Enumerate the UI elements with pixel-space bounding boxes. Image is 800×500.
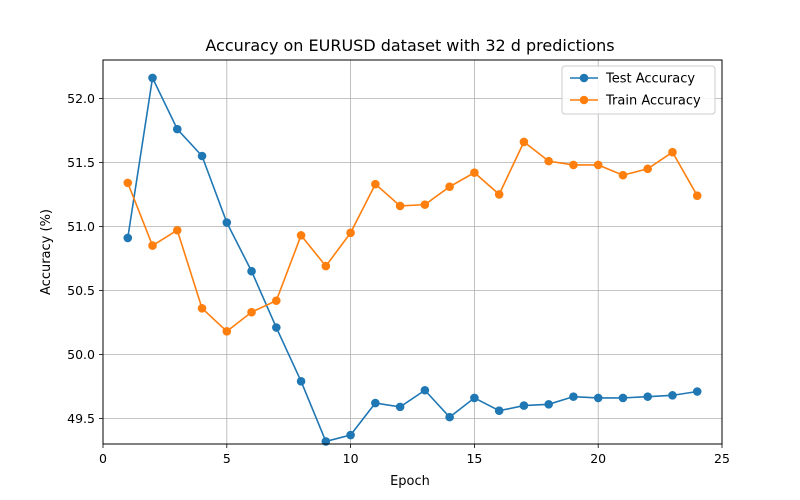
test-accuracy-point bbox=[618, 393, 628, 403]
y-tick-label: 52.0 bbox=[67, 91, 95, 106]
series-layer bbox=[123, 73, 702, 446]
x-tick-label: 5 bbox=[223, 451, 231, 466]
test-accuracy-point bbox=[247, 266, 256, 276]
plot-frame bbox=[102, 59, 723, 445]
y-tick-label: 50.0 bbox=[67, 347, 95, 362]
test-accuracy-point bbox=[470, 393, 479, 403]
train-accuracy-point bbox=[569, 160, 578, 170]
train-accuracy-point bbox=[148, 241, 157, 250]
test-accuracy-point bbox=[445, 412, 454, 422]
train-accuracy-point bbox=[222, 327, 232, 336]
train-accuracy-point bbox=[643, 164, 653, 174]
train-accuracy-point bbox=[593, 160, 603, 170]
chart-title: Accuracy on EURUSD dataset with 32 d pre… bbox=[205, 36, 614, 55]
test-accuracy-point bbox=[544, 400, 553, 409]
train-accuracy-point bbox=[519, 137, 529, 147]
test-accuracy-point bbox=[296, 376, 306, 386]
legend: Test Accuracy Train Accuracy bbox=[561, 65, 716, 115]
train-accuracy-point bbox=[544, 156, 553, 166]
test-accuracy-point bbox=[569, 392, 578, 401]
legend-item-test-accuracy: Test Accuracy bbox=[570, 72, 695, 87]
grid bbox=[102, 60, 723, 444]
y-tick-label: 51.5 bbox=[67, 155, 95, 170]
x-tick-label: 10 bbox=[343, 451, 359, 466]
legend-marker bbox=[579, 73, 589, 83]
x-axis-label: Epoch bbox=[390, 474, 430, 489]
test-accuracy-point bbox=[148, 73, 157, 83]
y-tick-label: 51.0 bbox=[67, 219, 95, 234]
test-accuracy-point bbox=[222, 218, 232, 227]
test-accuracy-point bbox=[420, 385, 430, 395]
test-accuracy-point bbox=[519, 401, 529, 410]
train-accuracy-point bbox=[470, 168, 479, 177]
train-accuracy-point bbox=[346, 228, 355, 238]
test-accuracy-point bbox=[371, 398, 380, 408]
train-accuracy-point bbox=[123, 178, 133, 188]
train-accuracy-point bbox=[395, 201, 405, 211]
train-accuracy-point bbox=[668, 147, 677, 157]
legend-marker bbox=[579, 95, 589, 105]
test-accuracy-point bbox=[668, 391, 677, 400]
train-accuracy-point bbox=[172, 225, 182, 235]
series-train-accuracy bbox=[123, 137, 702, 336]
train-accuracy-point bbox=[247, 307, 256, 317]
train-accuracy-point bbox=[197, 304, 207, 313]
test-accuracy-point bbox=[172, 124, 182, 134]
test-accuracy-point bbox=[346, 430, 355, 440]
train-accuracy-point bbox=[371, 179, 380, 189]
train-accuracy-point bbox=[321, 261, 331, 271]
test-accuracy-point bbox=[643, 392, 653, 401]
y-tick-label: 50.5 bbox=[67, 283, 95, 298]
legend-label: Test Accuracy bbox=[605, 72, 695, 87]
series-test-accuracy bbox=[123, 73, 702, 446]
train-accuracy-line bbox=[127, 140, 698, 333]
ticks: 0 5 10 15 20 25 49.5 50.0 50.5 51.0 51.5 52.0 bbox=[67, 91, 730, 466]
test-accuracy-point bbox=[692, 387, 702, 396]
legend-label: Train Accuracy bbox=[605, 94, 701, 109]
train-accuracy-point bbox=[618, 170, 628, 180]
train-accuracy-point bbox=[296, 231, 306, 240]
test-accuracy-point bbox=[272, 323, 281, 332]
test-accuracy-point bbox=[593, 393, 603, 403]
test-accuracy-point bbox=[494, 406, 504, 416]
legend-box bbox=[561, 65, 716, 115]
legend-item-train-accuracy: Train Accuracy bbox=[570, 94, 701, 109]
test-accuracy-point bbox=[197, 151, 207, 161]
x-tick-label: 15 bbox=[466, 451, 482, 466]
test-accuracy-point bbox=[395, 402, 405, 412]
x-tick-label: 25 bbox=[714, 451, 730, 466]
y-axis-label: Accuracy (%) bbox=[39, 209, 54, 295]
train-accuracy-point bbox=[420, 200, 430, 209]
train-accuracy-point bbox=[272, 296, 281, 305]
test-accuracy-point bbox=[123, 233, 133, 243]
train-accuracy-point bbox=[494, 190, 504, 199]
y-tick-label: 49.5 bbox=[67, 411, 95, 426]
x-tick-label: 20 bbox=[590, 451, 606, 466]
x-tick-label: 0 bbox=[99, 451, 107, 466]
train-accuracy-point bbox=[445, 182, 454, 192]
train-accuracy-point bbox=[692, 191, 702, 200]
